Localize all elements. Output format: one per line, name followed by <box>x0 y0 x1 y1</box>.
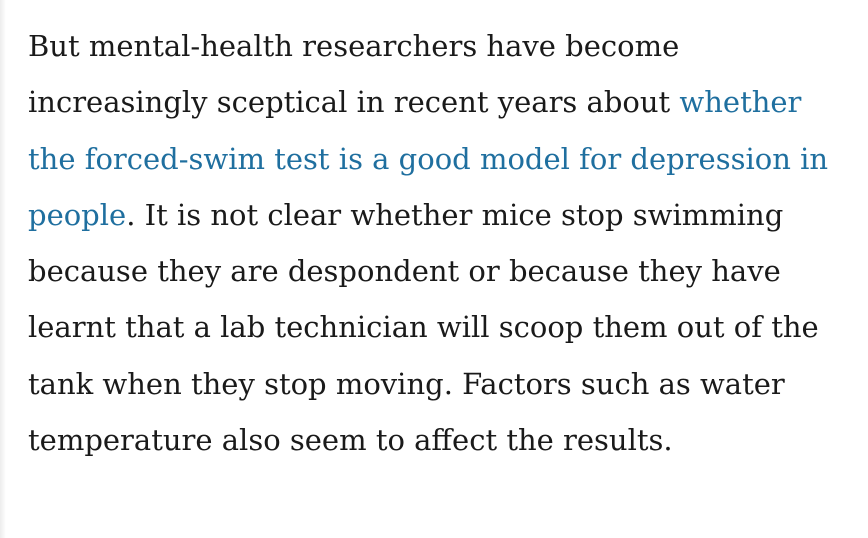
forced-swim-test-link[interactable]: whether the forced-swim test is a good m… <box>28 85 829 232</box>
paragraph-text-after-link: . It is not clear whether mice stop swim… <box>28 197 819 458</box>
article-paragraph: But mental-health researchers have becom… <box>28 18 858 468</box>
article-body: But mental-health researchers have becom… <box>28 18 858 468</box>
left-edge-shadow <box>0 0 6 538</box>
paragraph-text-before-link: But mental-health researchers have becom… <box>28 29 680 120</box>
